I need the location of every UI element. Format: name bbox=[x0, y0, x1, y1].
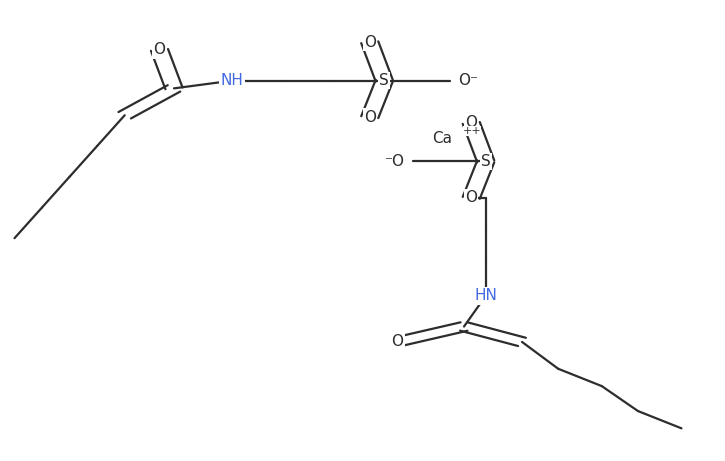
Text: ⁻O: ⁻O bbox=[384, 154, 405, 169]
Text: NH: NH bbox=[220, 73, 244, 88]
Text: O: O bbox=[465, 115, 477, 130]
Text: O: O bbox=[364, 35, 376, 50]
Text: S: S bbox=[481, 154, 491, 169]
Text: O: O bbox=[364, 110, 376, 124]
Text: O: O bbox=[154, 42, 165, 58]
Text: Ca: Ca bbox=[432, 131, 452, 146]
Text: ++: ++ bbox=[463, 126, 481, 136]
Text: HN: HN bbox=[474, 288, 497, 303]
Text: O⁻: O⁻ bbox=[458, 73, 478, 88]
Text: O: O bbox=[392, 334, 403, 349]
Text: O: O bbox=[465, 190, 477, 205]
Text: S: S bbox=[379, 73, 389, 88]
